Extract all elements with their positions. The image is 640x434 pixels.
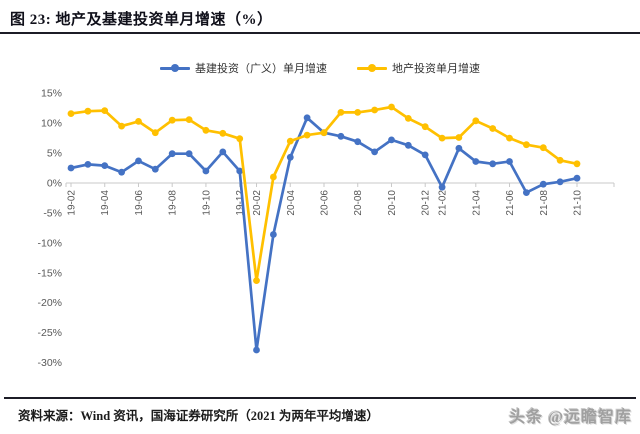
svg-text:19-08: 19-08: [168, 190, 179, 216]
title-divider: [0, 32, 640, 34]
source-note: 资料来源：Wind 资讯，国海证券研究所（2021 为两年平均增速）: [18, 409, 379, 423]
watermark: 头条 @远瞻智库: [509, 409, 632, 426]
legend-item-realestate: 地产投资单月增速: [357, 60, 480, 76]
svg-text:-20%: -20%: [37, 297, 62, 309]
svg-text:19-06: 19-06: [134, 190, 145, 216]
svg-text:20-10: 20-10: [387, 190, 398, 216]
svg-text:20-08: 20-08: [353, 190, 364, 216]
series-1: [67, 103, 581, 284]
svg-text:19-04: 19-04: [100, 190, 111, 216]
svg-text:19-02: 19-02: [67, 190, 78, 216]
svg-text:10%: 10%: [41, 118, 62, 130]
svg-text:20-02: 20-02: [252, 190, 263, 216]
footer-divider: [4, 397, 636, 399]
svg-text:15%: 15%: [41, 88, 62, 100]
legend-label: 地产投资单月增速: [392, 63, 480, 75]
svg-text:5%: 5%: [47, 148, 62, 160]
svg-text:20-06: 20-06: [320, 190, 331, 216]
x-axis-labels: 19-02 19-04 19-06 19-08 19-10 19-12 20-02 20-04…: [67, 190, 584, 216]
svg-text:21-04: 21-04: [471, 190, 482, 216]
legend-item-infrastructure: 基建投资（广义）单月增速: [160, 60, 327, 76]
series-dot-icon: [171, 64, 179, 72]
svg-text:21-06: 21-06: [505, 190, 516, 216]
chart-legend: 基建投资（广义）单月增速 地产投资单月增速: [0, 60, 640, 76]
svg-text:-10%: -10%: [37, 237, 62, 249]
svg-text:0%: 0%: [47, 178, 62, 190]
y-axis-labels: 15% 10% 5% 0% -5% -10% -15% -20% -25% -30%: [37, 88, 62, 369]
series-line-marker-icon: [357, 64, 387, 72]
series-dot-icon: [368, 64, 376, 72]
x-axis: [65, 182, 615, 187]
svg-text:21-10: 21-10: [573, 190, 584, 216]
svg-text:-25%: -25%: [37, 327, 62, 339]
svg-text:19-12: 19-12: [235, 190, 246, 216]
svg-text:19-10: 19-10: [201, 190, 212, 216]
svg-text:21-08: 21-08: [539, 190, 550, 216]
svg-text:21-02: 21-02: [438, 190, 449, 216]
svg-text:20-04: 20-04: [286, 190, 297, 216]
svg-text:20-12: 20-12: [421, 190, 432, 216]
series-0: [67, 114, 581, 354]
page-title: 图 23: 地产及基建投资单月增速（%）: [10, 12, 273, 28]
series-line-marker-icon: [160, 64, 190, 72]
legend-label: 基建投资（广义）单月增速: [195, 63, 327, 75]
svg-text:-5%: -5%: [43, 207, 62, 219]
svg-text:-15%: -15%: [37, 267, 62, 279]
svg-text:-30%: -30%: [37, 357, 62, 369]
